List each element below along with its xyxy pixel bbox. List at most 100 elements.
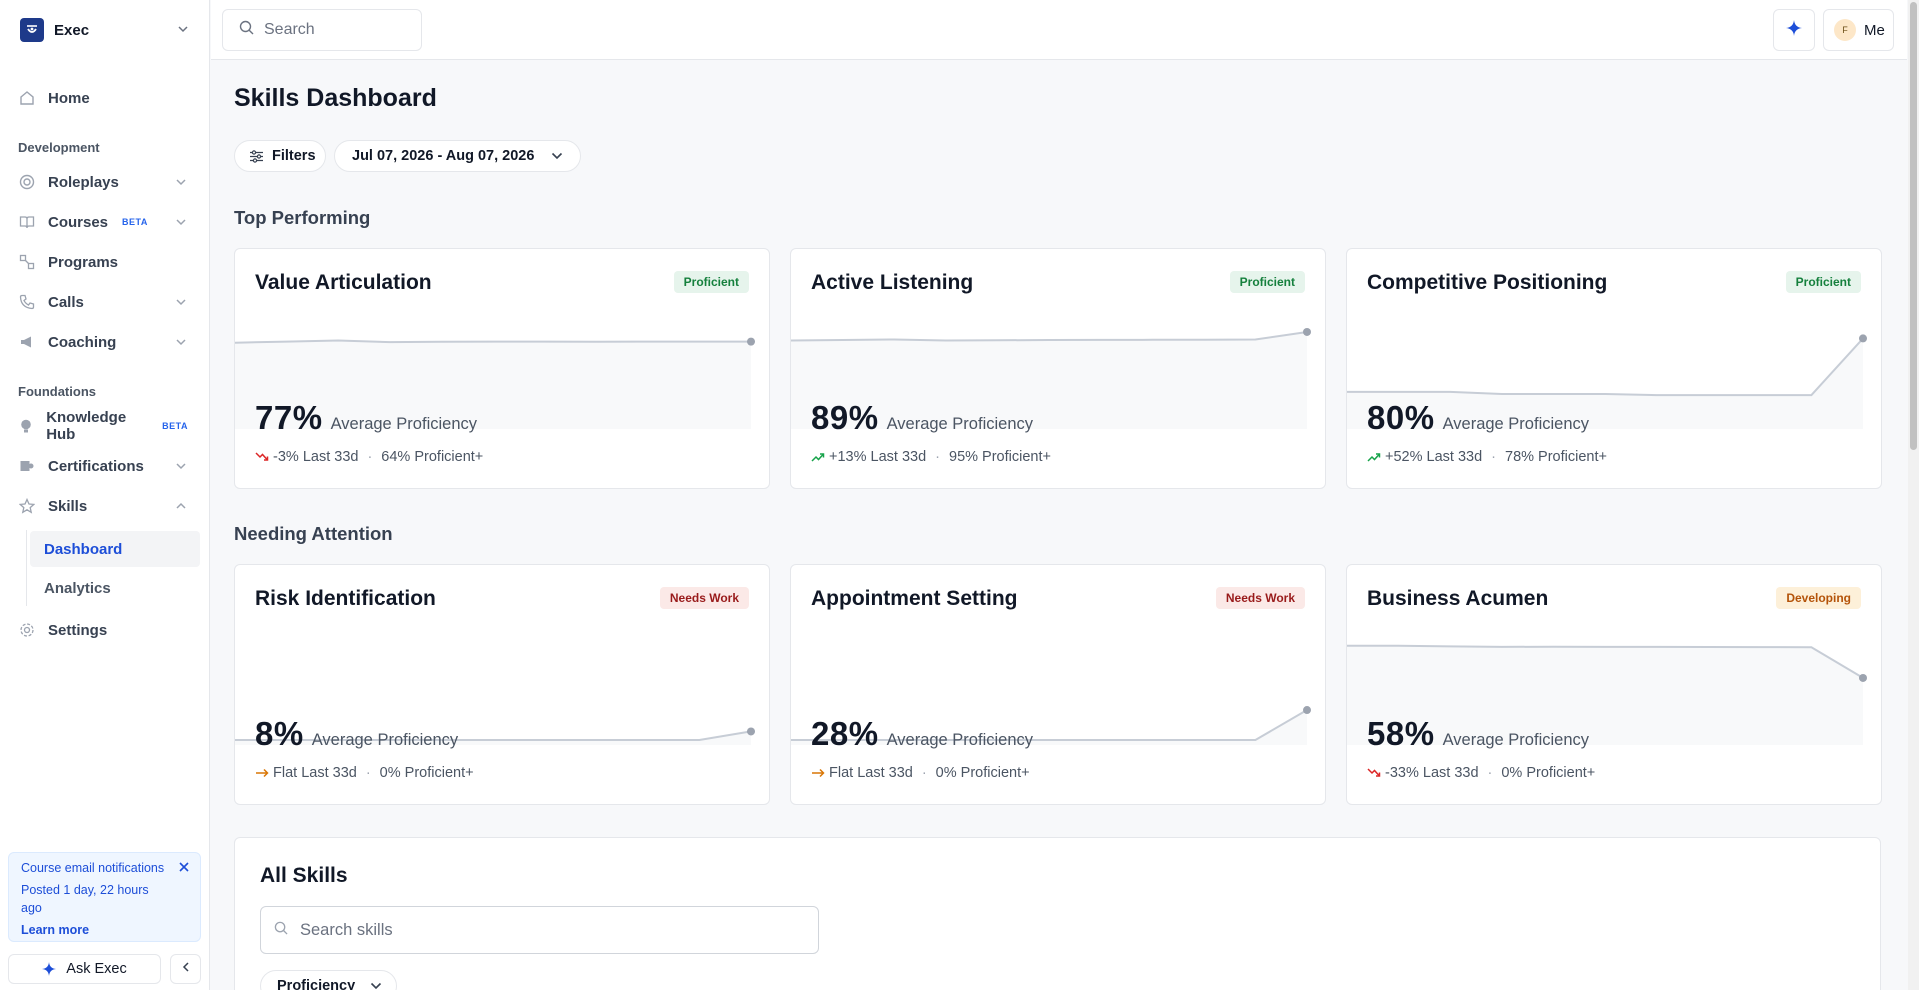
workspace-name: Exec bbox=[54, 21, 90, 39]
sidebar-subitem-dashboard[interactable]: Dashboard bbox=[30, 531, 200, 567]
sidebar-item-home[interactable]: Home bbox=[18, 83, 188, 113]
target-icon bbox=[18, 173, 36, 191]
average-proficiency-value: 89% bbox=[811, 399, 879, 436]
chevron-left-icon bbox=[180, 960, 192, 978]
trend-row: -3% Last 33d · 64% Proficient+ bbox=[255, 449, 483, 465]
user-menu-button[interactable]: F Me bbox=[1823, 9, 1894, 51]
scrollbar-thumb[interactable] bbox=[1910, 2, 1917, 450]
separator-dot: · bbox=[367, 449, 373, 465]
proficient-share: 95% Proficient+ bbox=[949, 449, 1051, 465]
sidebar-item-label: Courses bbox=[48, 213, 109, 231]
sidebar-item-label: Programs bbox=[48, 253, 119, 271]
trend-up-icon bbox=[811, 451, 825, 463]
skills-search[interactable] bbox=[260, 906, 819, 954]
skill-card[interactable]: Active Listening Proficient 89% Average Pro… bbox=[790, 248, 1326, 489]
average-proficiency-label: Average Proficiency bbox=[311, 731, 459, 749]
skill-card-title: Risk Identification bbox=[255, 587, 436, 610]
chevron-up-icon bbox=[174, 499, 188, 517]
all-skills-panel: All Skills Proficiency bbox=[234, 837, 1881, 990]
global-search[interactable] bbox=[222, 9, 422, 51]
sidebar-item-label: Knowledge Hub bbox=[46, 409, 127, 443]
trend-row: +52% Last 33d · 78% Proficient+ bbox=[1367, 449, 1607, 465]
skill-card-title: Appointment Setting bbox=[811, 587, 1018, 610]
page-scrollbar[interactable] bbox=[1908, 0, 1919, 990]
metric: 80% Average Proficiency bbox=[1367, 399, 1589, 437]
workspace-logo-icon bbox=[20, 18, 44, 42]
ask-exec-button[interactable]: Ask Exec bbox=[8, 954, 161, 984]
sidebar-item-settings[interactable]: Settings bbox=[18, 615, 188, 645]
group-title-top-performing: Top Performing bbox=[234, 207, 371, 228]
sparkle-icon bbox=[1786, 19, 1802, 41]
metric: 28% Average Proficiency bbox=[811, 715, 1033, 753]
trend-change: -33% Last 33d bbox=[1385, 765, 1479, 781]
average-proficiency-label: Average Proficiency bbox=[1442, 731, 1589, 749]
skill-card[interactable]: Appointment Setting Needs Work 28% Average … bbox=[790, 564, 1326, 805]
trend-row: Flat Last 33d · 0% Proficient+ bbox=[811, 765, 1030, 781]
average-proficiency-label: Average Proficiency bbox=[886, 415, 1033, 433]
skill-card[interactable]: Business Acumen Developing 58% Average Prof… bbox=[1346, 564, 1882, 805]
sidebar-item-roleplays[interactable]: Roleplays bbox=[18, 167, 188, 197]
skill-card-title: Active Listening bbox=[811, 271, 974, 294]
sidebar-item-coaching[interactable]: Coaching bbox=[18, 327, 188, 357]
trend-flat-icon bbox=[811, 767, 825, 779]
group-title-needing-attention: Needing Attention bbox=[234, 523, 393, 544]
sidebar-item-label: Certifications bbox=[48, 457, 144, 475]
beta-badge: BETA bbox=[162, 421, 188, 431]
star-icon bbox=[18, 497, 36, 515]
sidebar-item-skills[interactable]: Skills bbox=[18, 491, 188, 521]
programs-icon bbox=[18, 253, 36, 271]
status-badge: Needs Work bbox=[659, 587, 749, 609]
trend-row: Flat Last 33d · 0% Proficient+ bbox=[255, 765, 474, 781]
skill-card[interactable]: Risk Identification Needs Work 8% Average P… bbox=[234, 564, 770, 805]
sparkline-line bbox=[1347, 337, 1864, 397]
chevron-down-icon bbox=[176, 22, 190, 41]
average-proficiency-label: Average Proficiency bbox=[330, 415, 477, 433]
sidebar-subitem-analytics[interactable]: Analytics bbox=[44, 579, 111, 597]
search-input[interactable] bbox=[264, 21, 414, 39]
metric: 89% Average Proficiency bbox=[811, 399, 1033, 437]
sidebar-item-label: Settings bbox=[48, 621, 108, 639]
trend-up-icon bbox=[1367, 451, 1381, 463]
close-icon[interactable] bbox=[178, 861, 190, 876]
trend-change: +13% Last 33d bbox=[829, 449, 927, 465]
sidebar-item-knowledge-hub[interactable]: Knowledge Hub BETA bbox=[18, 409, 188, 443]
sparkline-area bbox=[791, 332, 1307, 429]
section-label-development: Development bbox=[18, 140, 100, 155]
collapse-sidebar-button[interactable] bbox=[170, 954, 201, 984]
sparkline bbox=[791, 327, 1311, 429]
trend-down-icon bbox=[1367, 767, 1381, 779]
skills-search-input[interactable] bbox=[300, 920, 780, 940]
sidebar-item-certifications[interactable]: Certifications bbox=[18, 451, 188, 481]
chevron-down-icon bbox=[174, 215, 188, 233]
proficient-share: 78% Proficient+ bbox=[1505, 449, 1607, 465]
workspace-switcher[interactable]: Exec bbox=[20, 17, 190, 43]
trend-change: +52% Last 33d bbox=[1385, 449, 1483, 465]
sidebar-item-courses[interactable]: Courses BETA bbox=[18, 207, 188, 237]
home-icon bbox=[18, 89, 36, 107]
trend-down-icon bbox=[255, 451, 269, 463]
sidebar-item-programs[interactable]: Programs bbox=[18, 247, 188, 277]
learn-more-link[interactable]: Learn more bbox=[21, 923, 90, 937]
separator-dot: · bbox=[1491, 449, 1496, 465]
proficient-share: 0% Proficient+ bbox=[379, 765, 474, 781]
sidebar-item-calls[interactable]: Calls bbox=[18, 287, 188, 317]
skill-card[interactable]: Competitive Positioning Proficient 80% Aver… bbox=[1346, 248, 1882, 489]
proficiency-filter[interactable]: Proficiency bbox=[260, 970, 397, 990]
trend-row: +13% Last 33d · 95% Proficient+ bbox=[811, 449, 1051, 465]
date-range-picker[interactable]: Jul 07, 2026 - Aug 07, 2026 bbox=[334, 140, 581, 172]
proficiency-filter-label: Proficiency bbox=[277, 978, 356, 990]
create-button[interactable] bbox=[1773, 9, 1815, 51]
chevron-down-icon bbox=[174, 295, 188, 313]
sparkline-end-point bbox=[1303, 706, 1311, 715]
megaphone-icon bbox=[18, 333, 36, 351]
notification-posted: Posted 1 day, 22 hours ago bbox=[21, 883, 149, 915]
skill-card[interactable]: Value Articulation Proficient 77% Average P… bbox=[234, 248, 770, 489]
proficient-share: 0% Proficient+ bbox=[935, 765, 1030, 781]
filters-label: Filters bbox=[272, 148, 316, 164]
average-proficiency-value: 28% bbox=[811, 715, 879, 752]
average-proficiency-value: 58% bbox=[1367, 715, 1435, 752]
sidebar: Exec Home Development Roleplays Courses … bbox=[0, 0, 210, 990]
notification-title: Course email notifications bbox=[21, 861, 165, 875]
filters-button[interactable]: Filters bbox=[234, 140, 326, 172]
sliders-icon bbox=[249, 149, 264, 164]
